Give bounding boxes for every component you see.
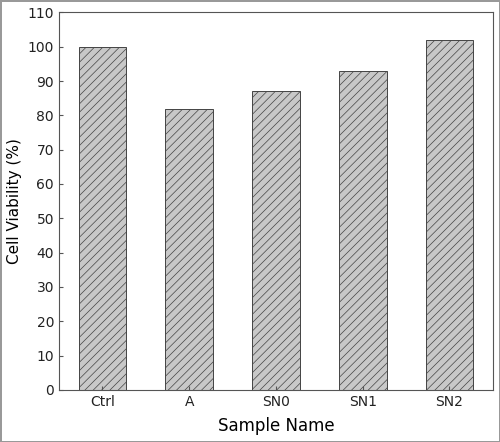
Bar (166, 109, 213, 390)
Bar (426, 40, 474, 390)
Bar (78, 47, 126, 390)
Bar (252, 91, 300, 390)
Bar (339, 71, 386, 390)
Y-axis label: Cell Viability (%): Cell Viability (%) (7, 138, 22, 264)
X-axis label: Sample Name: Sample Name (218, 417, 334, 435)
